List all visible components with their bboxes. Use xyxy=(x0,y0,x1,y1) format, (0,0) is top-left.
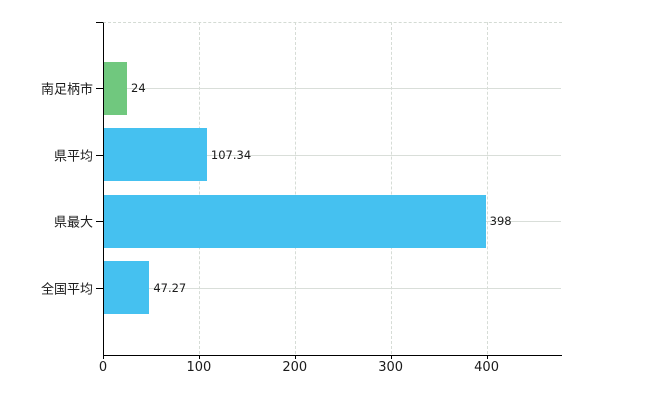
x-tick-label: 100 xyxy=(186,360,212,375)
bar-3 xyxy=(104,194,486,248)
x-tick-label: 0 xyxy=(98,360,108,375)
value-label: 24 xyxy=(131,81,146,96)
x-axis-tick xyxy=(294,355,296,359)
y-axis-top-tick xyxy=(96,22,103,23)
value-label: 107.34 xyxy=(210,147,252,162)
category-label: 県平均 xyxy=(53,149,93,165)
bar-1 xyxy=(104,61,127,115)
y-gridline xyxy=(104,88,561,90)
bar-2 xyxy=(104,128,207,182)
x-tick-label: 200 xyxy=(282,360,308,375)
x-tick-label: 300 xyxy=(378,360,404,375)
category-label: 県最大 xyxy=(53,215,93,231)
value-label: 398 xyxy=(489,214,512,229)
x-gridline xyxy=(294,22,296,354)
y-axis-tick xyxy=(96,221,103,223)
y-axis-tick xyxy=(96,154,103,156)
plot-area xyxy=(103,22,562,356)
x-axis-tick xyxy=(390,355,392,359)
x-tick-label: 400 xyxy=(474,360,499,375)
x-axis-tick xyxy=(198,355,200,359)
x-gridline xyxy=(198,22,200,354)
y-gridline xyxy=(104,287,561,289)
y-axis-tick xyxy=(96,287,103,289)
x-gridline xyxy=(390,22,392,354)
bar-4 xyxy=(104,261,150,315)
y-gridline xyxy=(104,154,561,156)
value-label: 47.27 xyxy=(153,280,187,295)
category-label: 全国平均 xyxy=(40,282,93,298)
x-axis-tick xyxy=(486,355,488,359)
x-gridline xyxy=(486,22,488,354)
x-axis-tick xyxy=(103,355,104,359)
category-label: 南足柄市 xyxy=(40,82,93,98)
y-axis-tick xyxy=(96,88,103,90)
